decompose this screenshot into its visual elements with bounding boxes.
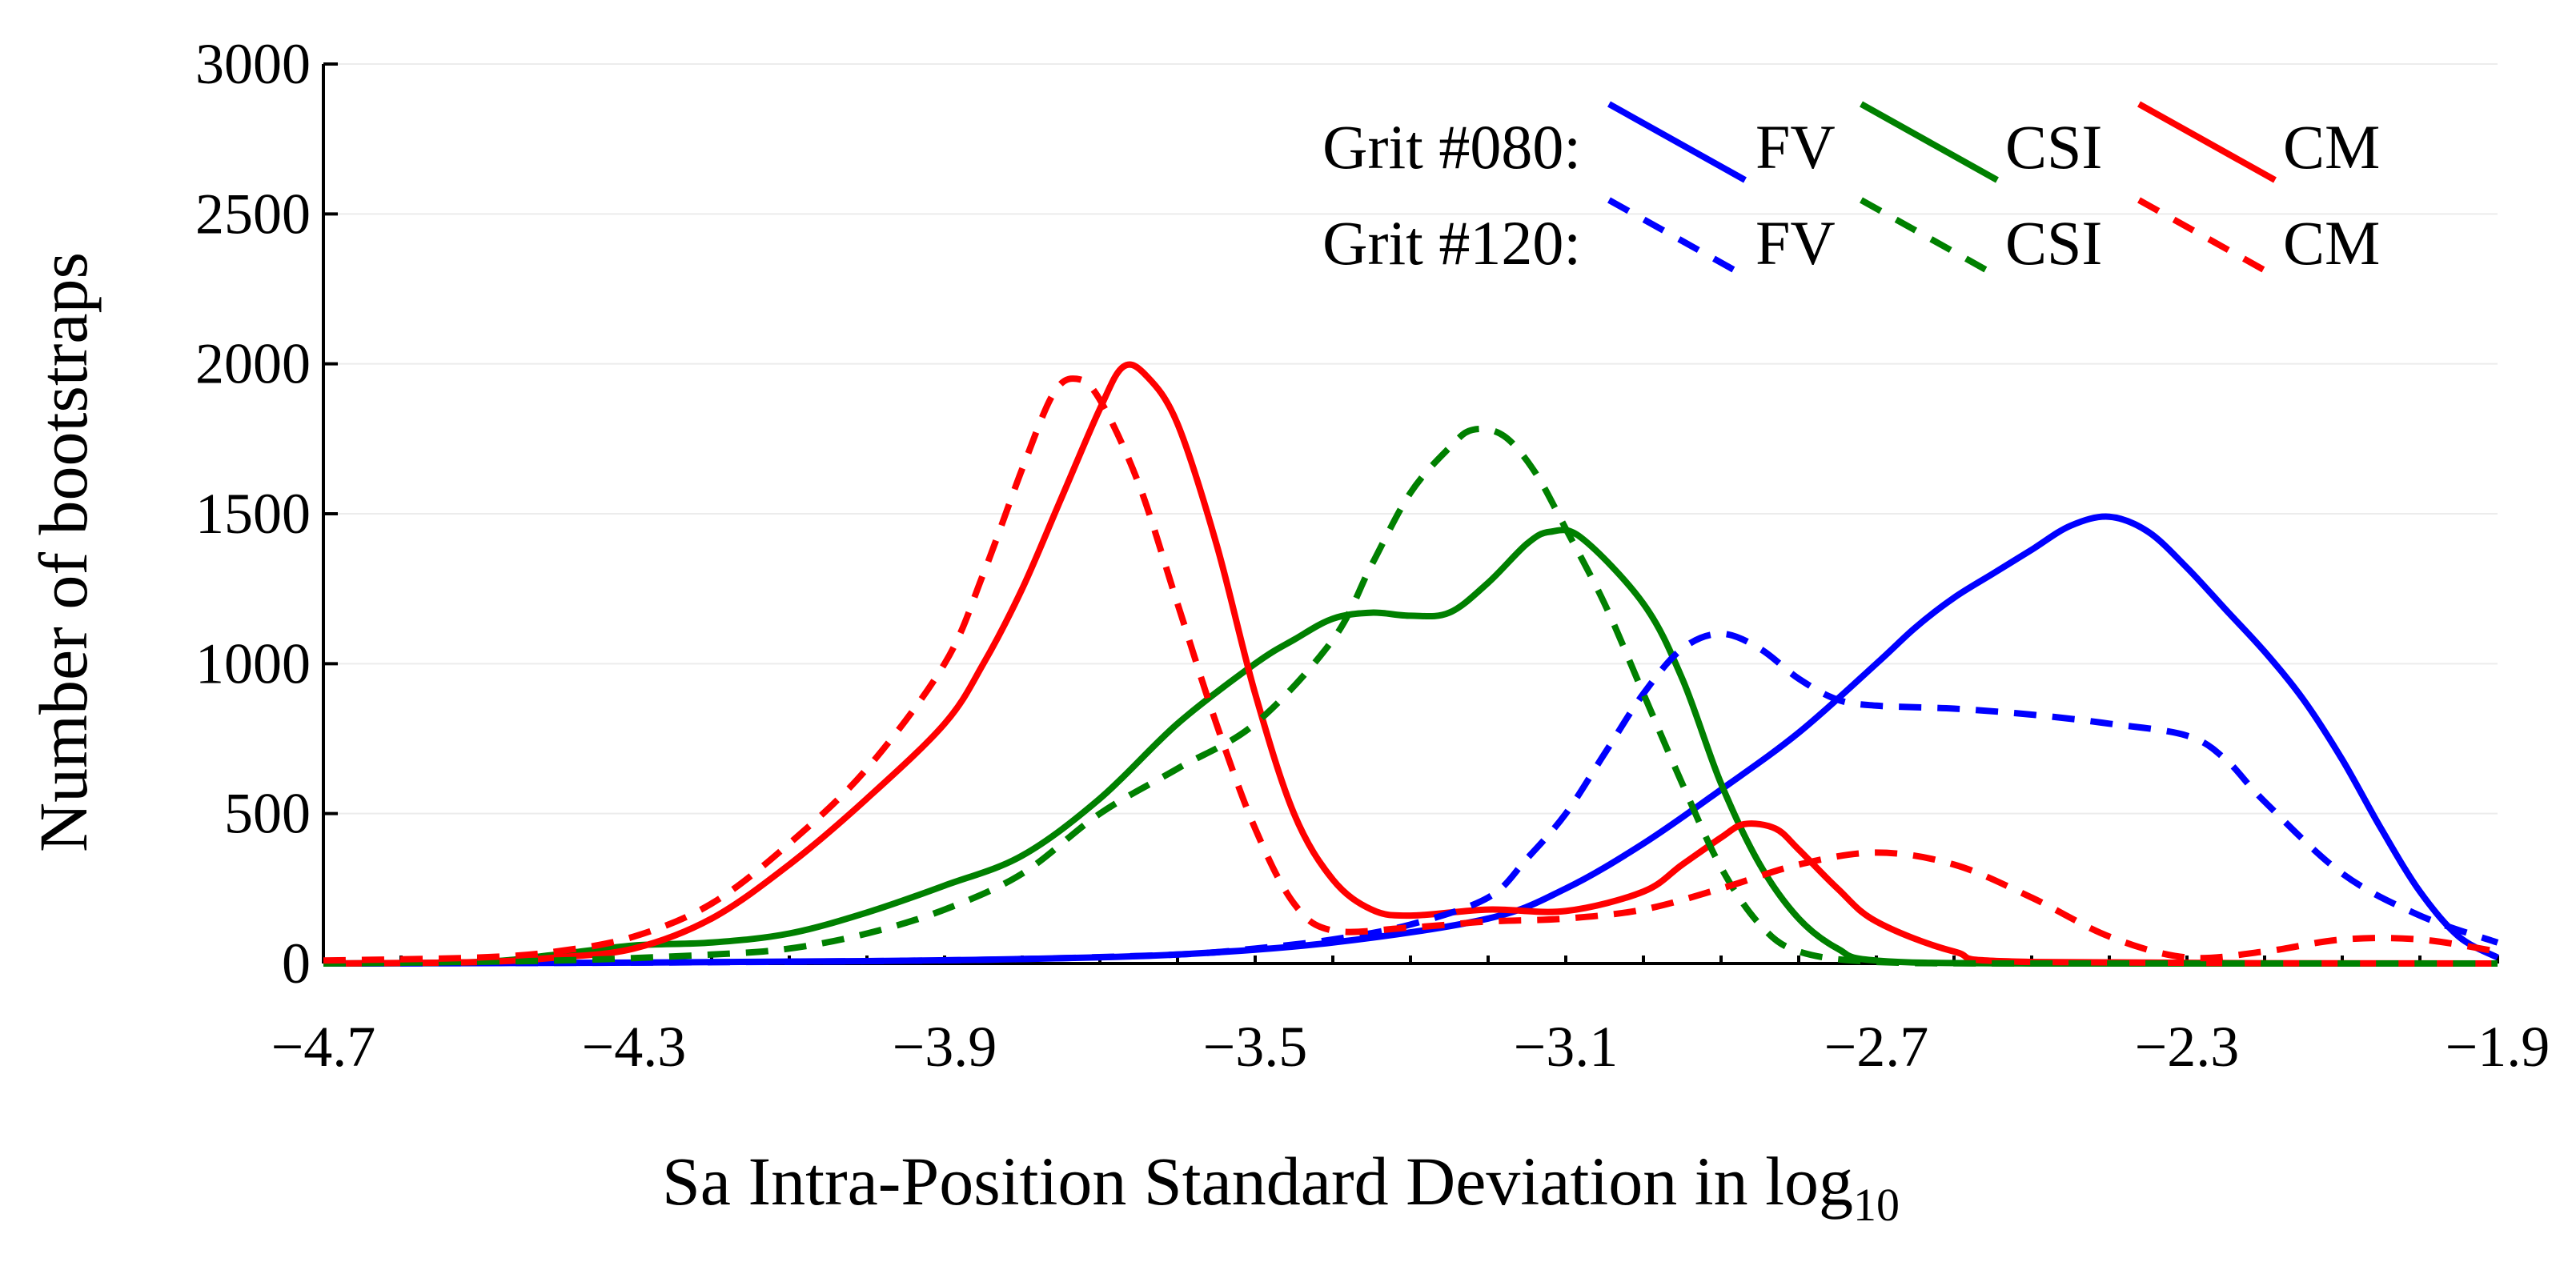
- x-tick-label: −4.7: [271, 1015, 376, 1079]
- legend-label-csi-120: CSI: [2005, 208, 2102, 278]
- grid-lines: [323, 63, 2498, 815]
- legend-swatch-fv-120: [1607, 197, 1747, 279]
- y-tick-label: 2000: [195, 332, 311, 396]
- legend-label-fv-120: FV: [1755, 208, 1836, 278]
- series-fv-120-line: [323, 630, 2499, 967]
- legend-swatch-cm-080: [2137, 101, 2277, 183]
- legend-swatch-csi-120: [1860, 197, 1999, 279]
- series-csi-080-line: [323, 527, 2498, 968]
- x-tick-label: −4.3: [582, 1015, 687, 1079]
- series-fv-080-line: [323, 513, 2499, 967]
- legend-swatch-csi-080: [1860, 101, 1999, 183]
- y-axis-label: Number of bootstraps: [25, 252, 102, 852]
- legend-swatch-fv-080: [1607, 101, 1747, 183]
- series-lines: [323, 361, 2499, 968]
- y-tick-label: 0: [282, 931, 311, 996]
- legend-row-label-grit-080: Grit #080:: [1322, 112, 1581, 182]
- x-tick-label: −2.3: [2135, 1015, 2240, 1079]
- y-tick-label: 1000: [195, 631, 311, 695]
- ticks: 0 500 1000 1500 2000 2500 3000 −4.7 −4.3 −3.9 −3.5…: [195, 32, 2550, 1079]
- legend-label-fv-080: FV: [1755, 112, 1836, 182]
- legend-label-cm-120: CM: [2283, 208, 2380, 278]
- legend-label-cm-080: CM: [2283, 112, 2380, 182]
- legend-row-label-grit-120: Grit #120:: [1322, 208, 1581, 278]
- y-tick-label: 3000: [195, 32, 311, 96]
- x-tick-label: −1.9: [2446, 1015, 2550, 1079]
- x-tick-label: −3.9: [893, 1015, 997, 1079]
- series-cm-080-line: [323, 361, 2498, 967]
- x-tick-label: −2.7: [1824, 1015, 1929, 1079]
- legend-swatch-cm-120: [2137, 197, 2277, 279]
- x-tick-label: −3.1: [1514, 1015, 1619, 1079]
- x-tick-label: −3.5: [1203, 1015, 1308, 1079]
- y-tick-label: 500: [224, 782, 311, 846]
- x-axis-label-main: Sa Intra-Position Standard Deviation in …: [662, 1143, 1853, 1220]
- x-axis-label: Sa Intra-Position Standard Deviation in …: [662, 1143, 1900, 1231]
- legend: Grit #080: Grit #120: FV CSI CM FV CSI C…: [1322, 101, 2380, 279]
- series-csi-120-line: [323, 425, 2498, 968]
- y-tick-label: 1500: [195, 482, 311, 546]
- y-tick-label: 2500: [195, 182, 311, 246]
- series-cm-120-line: [323, 375, 2498, 964]
- legend-label-csi-080: CSI: [2005, 112, 2102, 182]
- x-axis-label-subscript: 10: [1853, 1179, 1900, 1231]
